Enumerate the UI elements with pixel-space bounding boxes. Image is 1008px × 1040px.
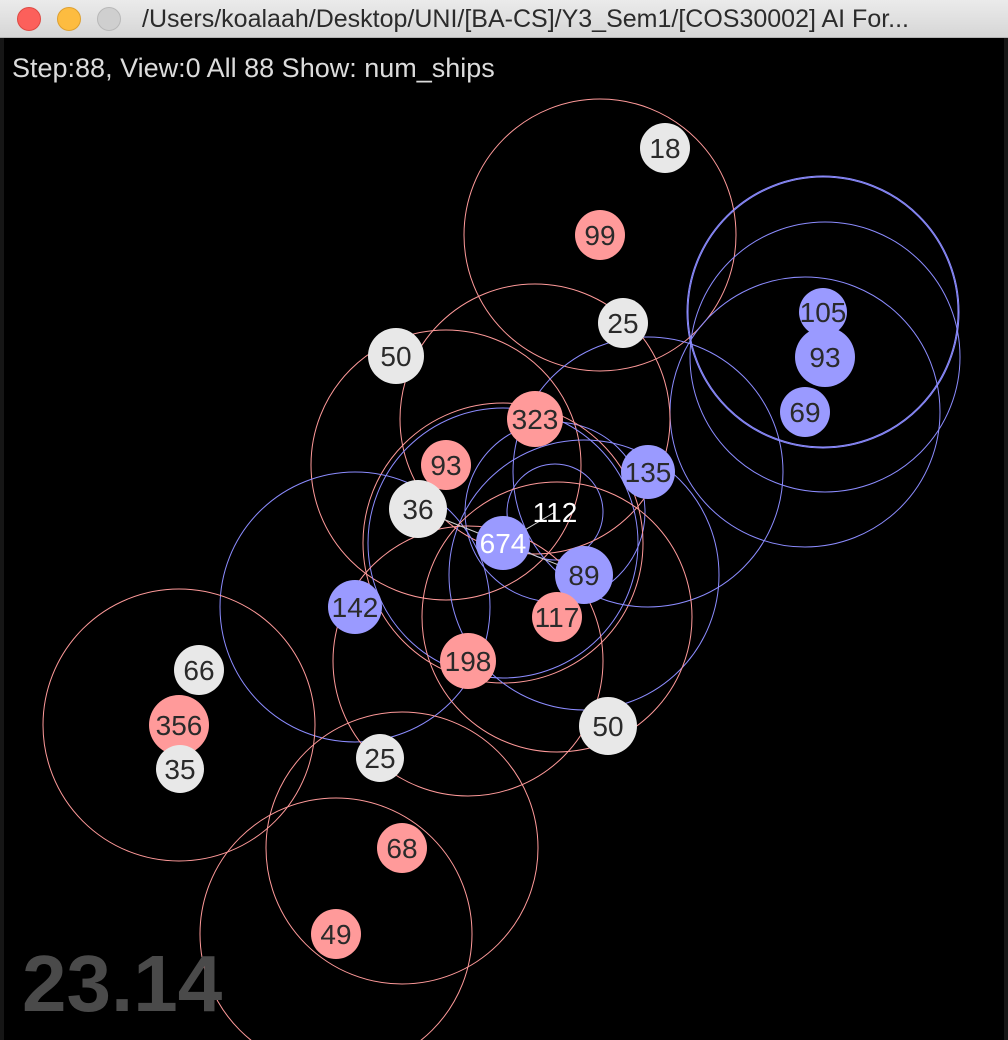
red-influence-ring <box>199 797 473 1040</box>
planet-body <box>799 288 847 336</box>
ship-count-label: 93 <box>809 342 840 373</box>
planet-body <box>476 516 530 570</box>
red-planet: 99 <box>575 210 625 260</box>
red-influence-ring <box>463 98 737 372</box>
neutral-planet: 66 <box>174 645 224 695</box>
planet-body <box>389 480 447 538</box>
blue-influence-ring <box>512 336 784 608</box>
neutral-planet: 18 <box>640 123 690 173</box>
ship-count-label: 69 <box>789 397 820 428</box>
ship-count-label: 35 <box>164 754 195 785</box>
ship-count-label: 49 <box>320 919 351 950</box>
red-planet: 356 <box>149 695 209 755</box>
red-influence-ring <box>421 481 693 753</box>
blue-influence-ring <box>689 221 961 493</box>
red-planet: 117 <box>532 592 582 642</box>
blue-influence-ring <box>219 471 491 743</box>
influence-ring-extra <box>686 175 960 449</box>
ship-count-label: 142 <box>332 592 379 623</box>
red-planet: 198 <box>440 633 496 689</box>
ship-count-label: 36 <box>402 494 433 525</box>
planet-body <box>598 298 648 348</box>
red-influence-ring <box>310 329 582 601</box>
fleet-marker: 112 <box>533 497 578 528</box>
ship-count-label: 105 <box>800 297 847 328</box>
ship-count-label: 323 <box>512 404 559 435</box>
ship-count-label: 674 <box>480 528 527 559</box>
blue-influence-ring <box>687 176 959 448</box>
red-planet: 68 <box>377 823 427 873</box>
ship-count-label: 66 <box>183 655 214 686</box>
planet-body <box>377 823 427 873</box>
ship-count-label: 112 <box>533 497 578 528</box>
planet-body <box>795 327 855 387</box>
planet-body <box>156 745 204 793</box>
ship-count-label: 25 <box>607 308 638 339</box>
planet-body <box>532 592 582 642</box>
planet-body <box>507 391 563 447</box>
blue-planet: 142 <box>328 580 382 634</box>
planet-body <box>579 697 637 755</box>
red-influence-ring <box>265 711 539 985</box>
blue-influence-ring <box>367 407 639 679</box>
neutral-planet: 35 <box>156 745 204 793</box>
planet-body <box>575 210 625 260</box>
blue-planet: 105 <box>799 288 847 336</box>
minimize-window-button[interactable] <box>57 7 81 31</box>
neutral-planet: 50 <box>368 328 424 384</box>
viewport-right-edge <box>1004 38 1008 1040</box>
ship-count-label: 356 <box>156 710 203 741</box>
zoom-window-button[interactable] <box>97 7 121 31</box>
ship-count-label: 18 <box>649 133 680 164</box>
game-viewport[interactable]: 18 99 25 105 93 69 50 323 93 135 36 112 674 89 142 117 1… <box>0 38 1008 1040</box>
viewport-left-edge <box>0 38 4 1040</box>
planet-body <box>311 909 361 959</box>
blue-planet: 69 <box>780 387 830 437</box>
neutral-planet: 50 <box>579 697 637 755</box>
planet-body <box>640 123 690 173</box>
blue-planet: 89 <box>555 546 613 604</box>
ship-count-label: 50 <box>380 341 411 372</box>
planet-body <box>328 580 382 634</box>
red-planet: 323 <box>507 391 563 447</box>
red-planet: 49 <box>311 909 361 959</box>
ship-count-label: 117 <box>535 602 580 633</box>
ship-count-label: 68 <box>386 833 417 864</box>
planet-body <box>356 734 404 782</box>
ship-count-label: 135 <box>625 457 672 488</box>
status-line: Step:88, View:0 All 88 Show: num_ships <box>12 53 495 83</box>
planet-body <box>174 645 224 695</box>
red-influence-ring <box>399 283 671 555</box>
planet-body <box>421 440 471 490</box>
planet-body <box>780 387 830 437</box>
red-planet: 93 <box>421 440 471 490</box>
close-window-button[interactable] <box>17 7 41 31</box>
window-title: /Users/koalaah/Desktop/UNI/[BA-CS]/Y3_Se… <box>142 5 910 33</box>
planet-body <box>440 633 496 689</box>
ship-count-label: 99 <box>584 220 615 251</box>
ship-count-label: 198 <box>445 646 492 677</box>
ship-count-label: 93 <box>430 450 461 481</box>
planet-body <box>149 695 209 755</box>
neutral-planet: 36 <box>389 480 447 538</box>
blue-planet: 135 <box>621 445 675 499</box>
planet-body <box>555 546 613 604</box>
frame-timer: 23.14 <box>22 939 223 1028</box>
neutral-planet: 25 <box>356 734 404 782</box>
ship-count-label: 50 <box>592 711 623 742</box>
red-influence-ring <box>42 588 316 862</box>
red-influence-ring <box>332 525 604 797</box>
radius-layer <box>42 98 961 1040</box>
neutral-planet: 25 <box>598 298 648 348</box>
planet-body <box>368 328 424 384</box>
influence-ring-extra <box>506 463 604 561</box>
blue-planet: 93 <box>795 327 855 387</box>
ship-count-label: 25 <box>364 743 395 774</box>
blue-planet: 674 <box>476 516 530 570</box>
planet-body <box>621 445 675 499</box>
window-titlebar: /Users/koalaah/Desktop/UNI/[BA-CS]/Y3_Se… <box>0 0 1008 38</box>
ship-count-label: 89 <box>568 560 599 591</box>
